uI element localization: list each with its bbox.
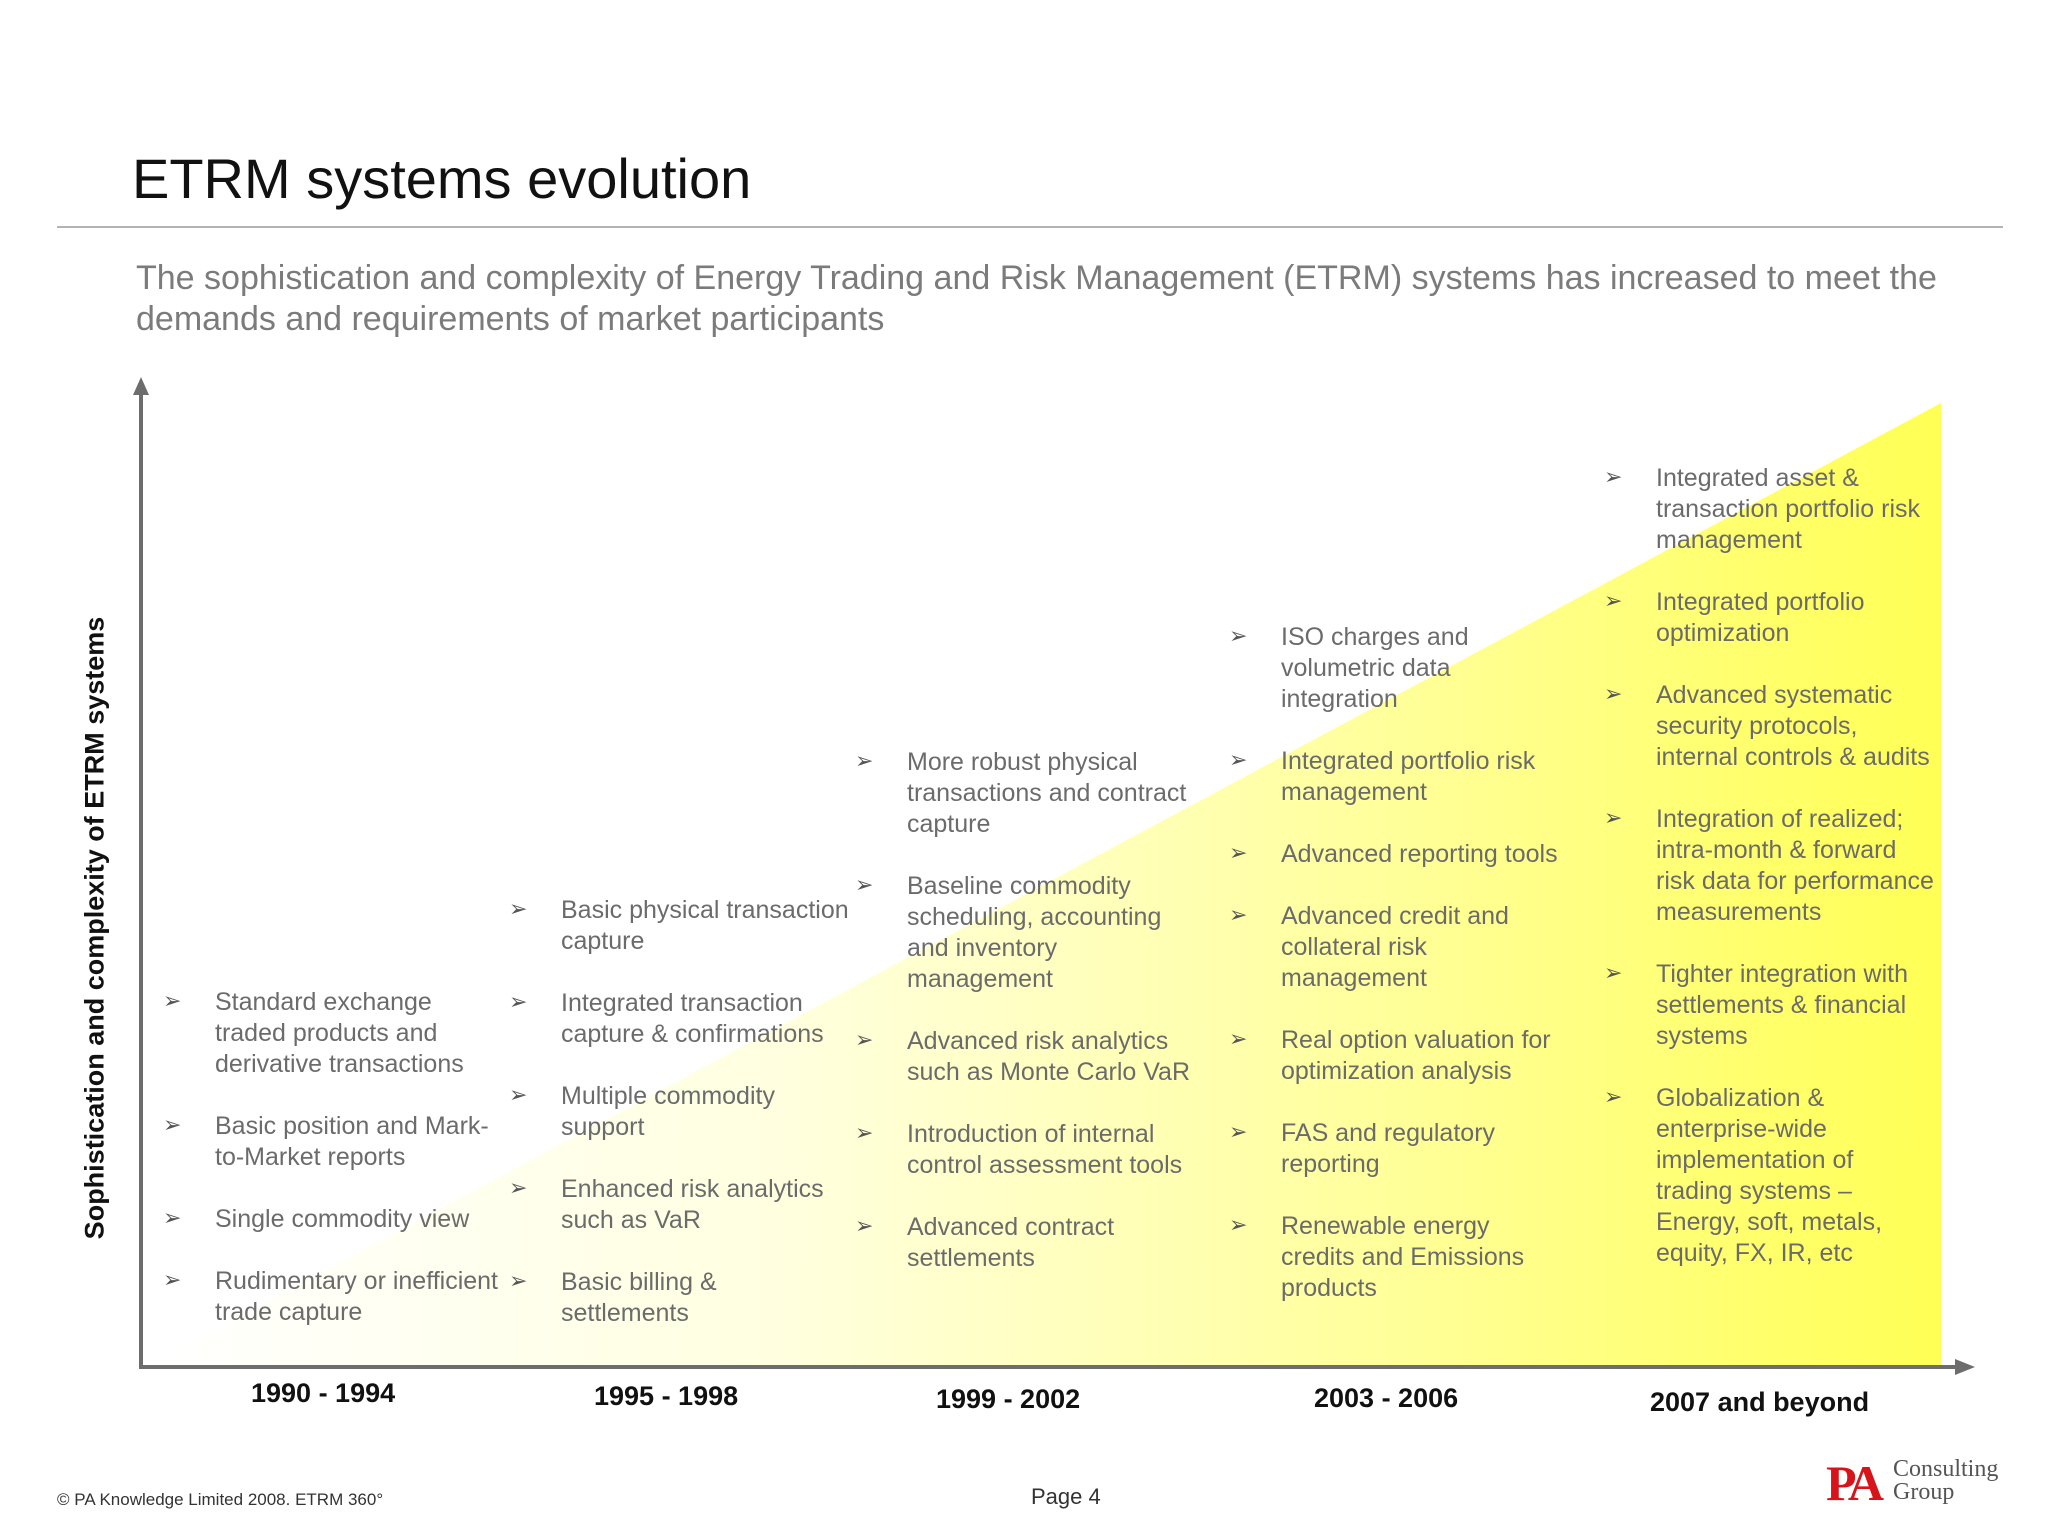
period-label-1990-1994: 1990 - 1994 (251, 1378, 396, 1408)
arrowhead-bullet-icon: ➢ (1229, 841, 1248, 866)
list-item: ➢ Renewable energy credits and Emissions … (1229, 1212, 1525, 1302)
arrowhead-bullet-icon: ➢ (1604, 589, 1623, 614)
page-subtitle: The sophistication and complexity of Ene… (136, 259, 1937, 338)
list-item: ➢ ISO charges and volumetric data integra… (1229, 623, 1469, 713)
arrowhead-bullet-icon: ➢ (1229, 624, 1248, 649)
period-4-list: ➢ ISO charges and volumetric data integra… (1229, 622, 1569, 1304)
list-item: ➢ Rudimentary or inefficient trade captur… (163, 1267, 499, 1326)
list-item: ➢ More robust physical transactions and c… (855, 748, 1187, 838)
list-item: ➢ Integrated transaction capture & confir… (509, 989, 824, 1048)
arrowhead-bullet-icon: ➢ (1229, 1120, 1248, 1145)
period-label-2007-beyond: 2007 and beyond (1650, 1387, 1870, 1417)
arrowhead-bullet-icon: ➢ (1604, 682, 1623, 707)
arrowhead-bullet-icon: ➢ (855, 749, 874, 774)
period-label-1995-1998: 1995 - 1998 (594, 1381, 739, 1411)
period-3-list: ➢ More robust physical transactions and c… (855, 747, 1195, 1274)
arrowhead-bullet-icon: ➢ (1604, 806, 1623, 831)
arrowhead-bullet-icon: ➢ (163, 1113, 182, 1138)
arrowhead-bullet-icon: ➢ (509, 1083, 528, 1108)
growth-triangle (145, 403, 1941, 1367)
list-item: ➢ Advanced credit and collateral risk man… (1229, 902, 1509, 992)
page-number: Page 4 (1031, 1484, 1101, 1509)
period-1-list: ➢ Standard exchange traded products and d… (163, 987, 503, 1328)
arrowhead-bullet-icon: ➢ (509, 1269, 528, 1294)
arrowhead-bullet-icon: ➢ (163, 1206, 182, 1231)
y-axis-label: Sophistication and complexity of ETRM sy… (79, 616, 110, 1240)
list-item: ➢ Integrated portfolio risk management (1229, 747, 1536, 806)
logo-wordmark: Consulting Group (1893, 1456, 1999, 1505)
list-item: ➢ Basic physical transaction capture (509, 896, 849, 955)
list-item: ➢ Globalization & enterprise-wide impleme… (1604, 1084, 1883, 1267)
list-item: ➢ Tighter integration with settlements & … (1604, 960, 1908, 1050)
list-item: ➢ FAS and regulatory reporting (1229, 1119, 1496, 1178)
list-item: ➢ Integrated portfolio optimization (1604, 588, 1865, 647)
logo-mark: PA (1826, 1455, 1884, 1511)
list-item: ➢ Basic position and Mark-to-Market repor… (163, 1112, 489, 1171)
arrowhead-bullet-icon: ➢ (1229, 1027, 1248, 1052)
arrowhead-bullet-icon: ➢ (509, 990, 528, 1015)
x-axis-arrowhead (1955, 1359, 1975, 1375)
list-item: ➢ Baseline commodity scheduling, accounti… (855, 872, 1162, 993)
list-item: ➢ Advanced systematic security protocols,… (1604, 681, 1930, 771)
arrowhead-bullet-icon: ➢ (163, 1268, 182, 1293)
arrowhead-bullet-icon: ➢ (1229, 1213, 1248, 1238)
logo-line-1: Consulting (1893, 1456, 1999, 1482)
arrowhead-bullet-icon: ➢ (1229, 903, 1248, 928)
period-5-list: ➢ Integrated asset & transaction portfoli… (1604, 463, 1934, 1269)
list-item: ➢ Integrated asset & transaction portfoli… (1604, 464, 1921, 554)
arrowhead-bullet-icon: ➢ (1604, 961, 1623, 986)
arrowhead-bullet-icon: ➢ (855, 1214, 874, 1239)
copyright-notice: © PA Knowledge Limited 2008. ETRM 360° (57, 1490, 384, 1509)
arrowhead-bullet-icon: ➢ (855, 1028, 874, 1053)
list-item: ➢ Integration of realized; intra-month & … (1604, 805, 1934, 926)
arrowhead-bullet-icon: ➢ (509, 1176, 528, 1201)
list-item: ➢ Advanced contract settlements (855, 1213, 1115, 1272)
y-axis-arrowhead (133, 377, 149, 395)
arrowhead-bullet-icon: ➢ (1604, 465, 1623, 490)
list-item: ➢ Introduction of internal control assess… (855, 1120, 1183, 1179)
period-label-2003-2006: 2003 - 2006 (1314, 1383, 1459, 1413)
list-item: ➢ Single commodity view (163, 1205, 470, 1233)
arrowhead-bullet-icon: ➢ (1229, 748, 1248, 773)
list-item: ➢ Advanced reporting tools (1229, 840, 1558, 868)
list-item: ➢ Real option valuation for optimization … (1229, 1026, 1551, 1085)
arrowhead-bullet-icon: ➢ (163, 989, 182, 1014)
arrowhead-bullet-icon: ➢ (509, 897, 528, 922)
arrowhead-bullet-icon: ➢ (1604, 1085, 1623, 1110)
list-item: ➢ Basic billing & settlements (509, 1268, 717, 1327)
arrowhead-bullet-icon: ➢ (855, 873, 874, 898)
period-label-1999-2002: 1999 - 2002 (936, 1384, 1081, 1414)
logo-line-2: Group (1893, 1479, 1955, 1505)
pa-consulting-logo: PA Consulting Group (1826, 1455, 2016, 1511)
title-divider (57, 226, 2003, 228)
list-item: ➢ Standard exchange traded products and d… (163, 988, 464, 1078)
list-item: ➢ Enhanced risk analytics such as VaR (509, 1175, 824, 1234)
page-title: ETRM systems evolution (132, 147, 752, 210)
period-2-list: ➢ Basic physical transaction capture ➢ Int… (509, 895, 849, 1329)
arrowhead-bullet-icon: ➢ (855, 1121, 874, 1146)
list-item: ➢ Multiple commodity support (509, 1082, 775, 1141)
list-item: ➢ Advanced risk analytics such as Monte C… (855, 1027, 1190, 1086)
